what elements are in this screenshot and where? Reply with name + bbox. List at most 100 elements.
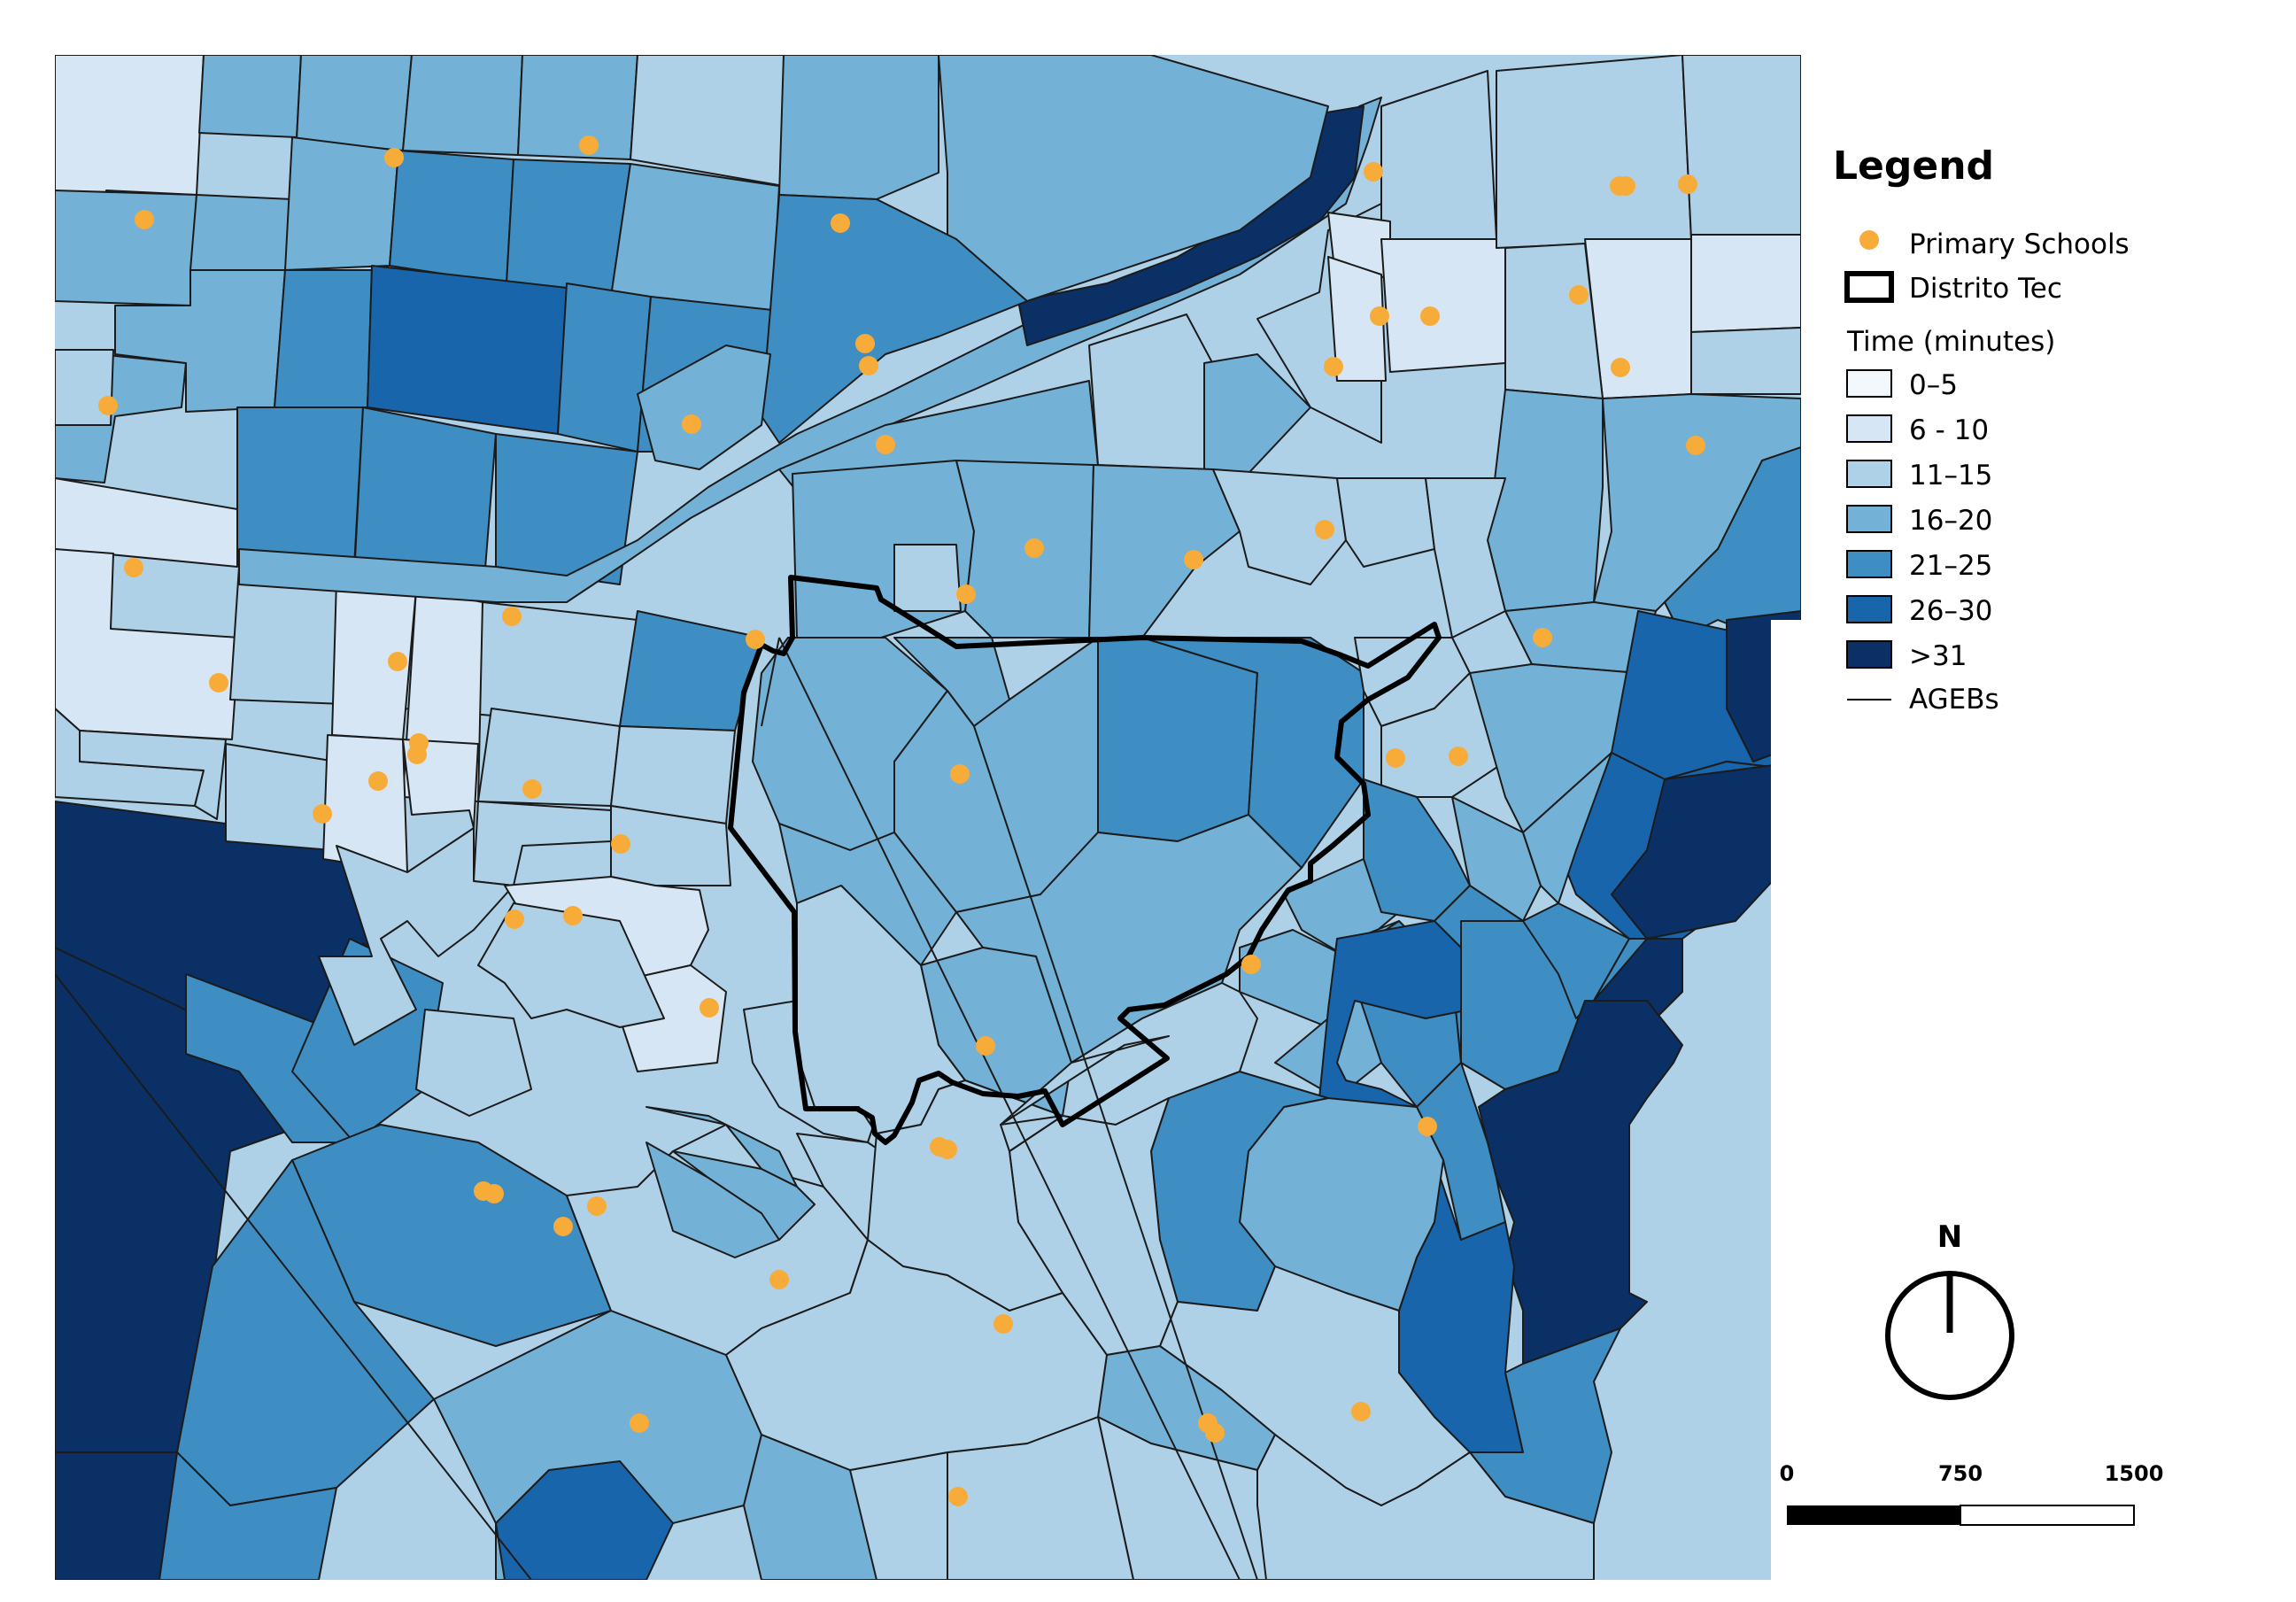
ageb-polygon (55, 1451, 187, 1580)
ageb-polygon (1097, 637, 1258, 842)
primary-school-marker (831, 213, 850, 233)
ageb-polygon (1771, 620, 1801, 1580)
scale-bar: 0 750 1500 (1780, 1461, 2164, 1526)
legend: Legend Primary Schools Distrito Tec Time… (1833, 143, 2130, 716)
primary-school-marker (1324, 357, 1343, 376)
primary-school-marker (746, 630, 765, 649)
primary-school-marker (855, 334, 875, 353)
time-class-label: 21–25 (1909, 550, 1992, 582)
ageb-polygon (1203, 353, 1311, 484)
map-frame (55, 55, 1801, 1580)
ageb-polygon (557, 282, 652, 453)
primary-school-marker (1351, 1402, 1371, 1421)
primary-school-marker (135, 210, 154, 229)
ageb-polygon (778, 55, 939, 200)
ageb-polygon (1336, 477, 1435, 568)
ageb-polygon (1611, 761, 1801, 940)
primary-school-marker (1611, 358, 1630, 377)
ageb-polygon (79, 730, 227, 820)
time-class-label: 16–20 (1909, 505, 1992, 537)
ageb-polygon (225, 743, 337, 851)
primary-school-marker (700, 998, 719, 1018)
time-class-label: 26–30 (1909, 595, 1992, 627)
ageb-polygon (1496, 55, 1692, 249)
primary-school-marker (1364, 162, 1383, 182)
primary-school-marker (553, 1217, 573, 1236)
primary-school-marker (384, 148, 404, 167)
ageb-polygon (415, 1009, 532, 1117)
ageb-polygon (1000, 1115, 1063, 1152)
primary-school-marker (1024, 538, 1044, 558)
ageb-polygon (1469, 1327, 1621, 1524)
north-circle-icon (1885, 1271, 2014, 1400)
time-class-swatch (1846, 414, 1892, 443)
primary-school-marker (1449, 747, 1468, 766)
north-arrow: N (1885, 1219, 2014, 1400)
ageb-polygon (1451, 796, 1542, 922)
primary-school-marker (368, 771, 388, 791)
ageb-polygon (55, 55, 205, 222)
ageb-polygon (1664, 446, 1801, 638)
ageb-polygon (236, 406, 364, 568)
time-class-label: 0–5 (1909, 369, 1958, 401)
ageb-polygon (1460, 920, 1648, 1090)
primary-school-marker (1370, 306, 1389, 326)
time-class-swatch (1846, 460, 1892, 488)
time-class-swatch (1846, 550, 1892, 578)
primary-school-marker (1205, 1423, 1225, 1443)
ageb-polygon (495, 1460, 674, 1580)
ageb-polygon (610, 805, 731, 886)
ageb-polygon (1504, 243, 1604, 399)
ageb-polygon (189, 194, 293, 271)
time-class-swatch (1846, 369, 1892, 398)
primary-school-marker (124, 558, 143, 577)
primary-school-marker (993, 1314, 1013, 1334)
ageb-polygon (495, 433, 638, 585)
primary-school-marker (1686, 436, 1705, 455)
ageb-polygon (274, 269, 373, 408)
ageb-polygon (1690, 234, 1801, 333)
primary-school-marker (769, 1270, 789, 1289)
primary-school-marker (630, 1413, 649, 1433)
ageb-polygon (1416, 1062, 1506, 1241)
ageb-polygon (517, 55, 638, 160)
primary-school-marker (1241, 955, 1261, 974)
ageb-polygon (477, 708, 621, 807)
primary-school-marker (859, 356, 878, 375)
ageb-polygon (893, 544, 962, 612)
scale-segment-light (1960, 1505, 2135, 1526)
ageb-polygon (1000, 1035, 1170, 1126)
primary-school-marker (502, 607, 522, 626)
ageb-polygon (55, 190, 197, 306)
primary-school-marker (1315, 520, 1334, 539)
ageb-polygon (158, 1451, 337, 1580)
ageb-polygon (198, 55, 302, 138)
river-band (238, 97, 1382, 603)
primary-school-marker (1386, 748, 1405, 768)
primary-school-marker (484, 1184, 504, 1203)
primary-schools-layer (98, 135, 1705, 1506)
primary-school-marker (1418, 1117, 1437, 1136)
ageb-polygon (318, 827, 514, 1046)
primary-schools-legend-label: Primary Schools (1909, 228, 2130, 260)
primary-school-marker (587, 1196, 607, 1216)
primary-school-marker (682, 414, 701, 434)
ageb-polygon (1522, 752, 1612, 904)
ageb-polygon (938, 55, 1329, 302)
ageb-polygon (460, 601, 638, 727)
legend-title: Legend (1833, 143, 1994, 189)
scale-label-1500: 1500 (2105, 1461, 2164, 1486)
scale-segment-dark (1787, 1505, 1960, 1525)
primary-school-marker (313, 804, 332, 824)
ageb-polygon (506, 159, 631, 298)
north-label: N (1937, 1219, 1962, 1255)
agebs-legend-label: AGEBs (1909, 684, 1999, 716)
ageb-polygon (477, 902, 665, 1028)
primary-school-marker (611, 834, 630, 854)
time-class-swatch (1846, 640, 1892, 669)
primary-school-marker (1569, 285, 1589, 305)
ageb-polygon (322, 734, 408, 873)
primary-school-marker (948, 1487, 968, 1506)
primary-school-marker (98, 396, 118, 415)
primary-school-marker (407, 745, 427, 764)
